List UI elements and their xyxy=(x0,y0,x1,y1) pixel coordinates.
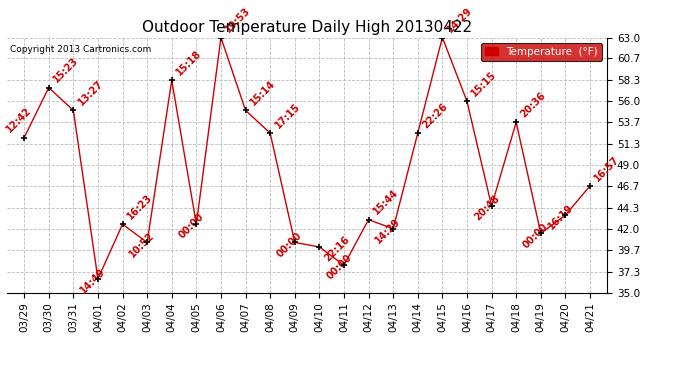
Text: 15:15: 15:15 xyxy=(470,69,499,99)
Point xyxy=(215,34,226,40)
Point xyxy=(560,212,571,218)
Point xyxy=(92,276,104,282)
Point xyxy=(191,221,202,227)
Title: Outdoor Temperature Daily High 20130422: Outdoor Temperature Daily High 20130422 xyxy=(142,20,472,35)
Text: 16:57: 16:57 xyxy=(593,154,622,183)
Point xyxy=(117,221,128,227)
Text: 15:18: 15:18 xyxy=(175,48,204,78)
Text: 15:23: 15:23 xyxy=(52,56,81,85)
Point xyxy=(437,34,448,40)
Text: 14:29: 14:29 xyxy=(374,216,403,245)
Point xyxy=(388,226,399,232)
Point xyxy=(19,135,30,141)
Text: 12:42: 12:42 xyxy=(5,106,34,135)
Point xyxy=(338,262,349,268)
Text: 22:16: 22:16 xyxy=(322,235,351,264)
Text: 00:00: 00:00 xyxy=(522,221,551,250)
Text: 00:00: 00:00 xyxy=(177,212,206,241)
Text: 14:49: 14:49 xyxy=(79,267,108,296)
Point xyxy=(511,119,522,125)
Text: 15:14: 15:14 xyxy=(248,79,277,108)
Point xyxy=(314,244,325,250)
Point xyxy=(462,98,473,104)
Text: 00:00: 00:00 xyxy=(275,230,304,259)
Point xyxy=(43,85,55,91)
Text: 13:27: 13:27 xyxy=(76,79,105,108)
Point xyxy=(486,203,497,209)
Text: 20:48: 20:48 xyxy=(472,194,501,223)
Point xyxy=(240,107,251,113)
Point xyxy=(412,130,423,136)
Text: Copyright 2013 Cartronics.com: Copyright 2013 Cartronics.com xyxy=(10,45,151,54)
Text: 19:53: 19:53 xyxy=(224,6,253,35)
Legend: Temperature  (°F): Temperature (°F) xyxy=(481,43,602,61)
Point xyxy=(141,239,152,245)
Text: 16:19: 16:19 xyxy=(546,203,575,232)
Point xyxy=(363,217,374,223)
Text: 16:23: 16:23 xyxy=(126,192,155,221)
Point xyxy=(535,230,546,236)
Text: 22:26: 22:26 xyxy=(420,101,449,130)
Text: 15:44: 15:44 xyxy=(371,188,400,217)
Text: 00:00: 00:00 xyxy=(324,253,353,282)
Text: 10:52: 10:52 xyxy=(128,230,157,259)
Point xyxy=(584,183,595,189)
Text: 20:36: 20:36 xyxy=(519,90,548,119)
Text: 17:15: 17:15 xyxy=(273,101,302,130)
Point xyxy=(68,107,79,113)
Point xyxy=(265,130,276,136)
Point xyxy=(289,239,300,245)
Point xyxy=(166,77,177,83)
Text: 14:29: 14:29 xyxy=(445,6,474,35)
